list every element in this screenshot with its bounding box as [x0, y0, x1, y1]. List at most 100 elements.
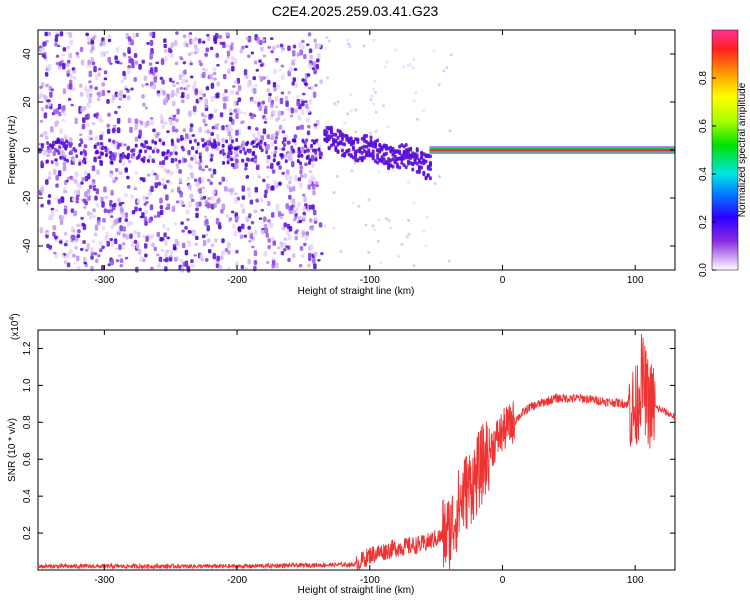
heatmap-cell: [178, 159, 182, 164]
heatmap-cell: [164, 96, 168, 104]
heatmap-cell: [283, 154, 287, 159]
heatmap-cell: [175, 31, 179, 35]
heatmap-cell: [228, 135, 233, 141]
heatmap-cell: [196, 48, 200, 54]
heatmap-cell: [49, 91, 53, 98]
heatmap-cell: [364, 223, 368, 227]
heatmap-cell: [184, 260, 189, 267]
heatmap-cell: [127, 117, 132, 124]
heatmap-cell: [132, 152, 136, 157]
heatmap-cell: [272, 109, 276, 116]
heatmap-cell: [339, 249, 343, 253]
heatmap-cell: [48, 143, 52, 148]
heatmap-cell: [129, 233, 133, 239]
heatmap-cell: [127, 159, 132, 164]
heatmap-cell: [303, 54, 307, 60]
heatmap-cell: [283, 248, 287, 252]
heatmap-cell: [307, 86, 312, 90]
heatmap-cell: [134, 136, 139, 142]
heatmap-cell: [143, 202, 147, 206]
heatmap-cell: [219, 150, 223, 155]
heatmap-cell: [84, 191, 88, 198]
heatmap-cell: [47, 194, 52, 198]
heatmap-cell: [134, 118, 139, 124]
heatmap-cell: [89, 84, 93, 89]
heatmap-cell: [114, 247, 119, 251]
heatmap-cell: [45, 83, 49, 88]
heatmap-cell: [75, 200, 79, 204]
heatmap-cell: [72, 253, 76, 258]
heatmap-cell: [101, 89, 106, 97]
heatmap-cell: [60, 141, 64, 146]
heatmap-cell: [50, 210, 55, 217]
heatmap-cell: [174, 128, 179, 133]
heatmap-cell: [62, 161, 66, 166]
heatmap-cell: [109, 238, 113, 242]
heatmap-cell: [433, 182, 437, 186]
heatmap-cell: [266, 88, 270, 93]
heatmap-cell: [241, 185, 246, 192]
heatmap-cell: [205, 146, 209, 152]
heatmap-cell: [111, 240, 115, 247]
heatmap-cell: [106, 98, 110, 104]
heatmap-cell: [258, 217, 263, 221]
heatmap-cell: [161, 124, 165, 130]
heatmap-cell: [234, 192, 238, 196]
heatmap-cell: [274, 59, 279, 63]
heatmap-cell: [148, 146, 152, 151]
heatmap-cell: [197, 98, 202, 102]
heatmap-cell: [85, 92, 90, 99]
heatmap-cell: [201, 234, 206, 239]
heatmap-cell: [314, 157, 318, 162]
heatmap-cell: [224, 247, 229, 252]
heatmap-cell: [305, 148, 309, 153]
heatmap-cell: [118, 159, 122, 164]
heatmap-cell: [57, 170, 62, 177]
heatmap-cell: [172, 114, 177, 118]
heatmap-cell: [109, 62, 113, 65]
heatmap-cell: [293, 134, 298, 139]
heatmap-cell: [299, 182, 303, 189]
heatmap-cell: [377, 169, 381, 173]
colorbar-tick-label: 0.0: [698, 263, 709, 277]
heatmap-cell: [360, 158, 364, 163]
heatmap-cell: [66, 252, 70, 258]
heatmap-cell: [121, 242, 126, 246]
heatmap-cell: [101, 82, 105, 87]
heatmap-cell: [150, 185, 154, 192]
svg-text:(x104): (x104): [9, 313, 21, 340]
heatmap-cell: [292, 77, 297, 83]
heatmap-cell: [289, 151, 293, 156]
heatmap-cell: [313, 217, 318, 221]
y-tick-label: 20: [22, 96, 33, 108]
heatmap-cell: [226, 50, 231, 57]
heatmap-cell: [199, 89, 203, 96]
heatmap-cell: [235, 129, 239, 136]
heatmap-cell: [379, 261, 383, 265]
heatmap-cell: [210, 173, 214, 179]
heatmap-cell: [313, 263, 317, 270]
heatmap-cell: [185, 133, 189, 140]
heatmap-cell: [159, 76, 164, 80]
heatmap-cell: [114, 167, 119, 173]
heatmap-cell: [347, 148, 351, 153]
heatmap-cell: [111, 206, 116, 211]
heatmap-cell: [68, 137, 73, 143]
heatmap-cell: [166, 130, 170, 134]
heatmap-cell: [301, 193, 306, 197]
heatmap-cell: [384, 143, 388, 148]
spectrogram-y-ticks: -40 -20 0 20 40: [22, 48, 675, 253]
heatmap-cell: [376, 155, 380, 160]
heatmap-cell: [414, 91, 418, 95]
heatmap-cell: [250, 99, 255, 103]
y-tick-label: -20: [22, 190, 33, 205]
heatmap-cell: [94, 86, 98, 91]
heatmap-cell: [45, 104, 49, 109]
heatmap-cell: [158, 256, 163, 263]
heatmap-cell: [96, 141, 100, 146]
heatmap-cell: [228, 151, 232, 156]
heatmap-cell: [78, 161, 82, 166]
heatmap-cell: [70, 103, 74, 107]
heatmap-cell: [68, 83, 73, 90]
heatmap-cell: [102, 40, 106, 46]
